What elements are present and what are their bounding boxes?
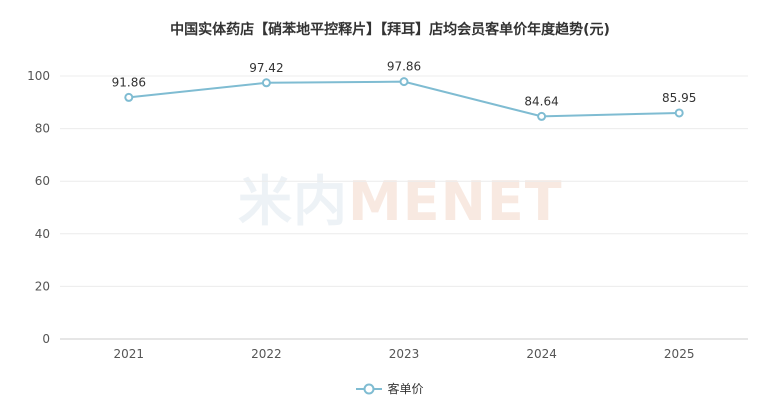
watermark-text-left: 米内	[238, 170, 348, 233]
data-point	[261, 78, 271, 88]
data-label: 91.86	[112, 75, 146, 89]
series-line	[128, 80, 680, 118]
legend[interactable]: 客单价	[0, 380, 780, 397]
x-tick-label: 2024	[526, 347, 557, 361]
x-tick-label: 2022	[251, 347, 282, 361]
x-tick-label: 2021	[114, 347, 145, 361]
legend-label: 客单价	[387, 382, 424, 396]
x-tick-label: 2025	[664, 347, 695, 361]
watermark-text-right: MENET	[348, 170, 563, 233]
y-tick-label: 60	[35, 174, 50, 188]
data-point	[674, 108, 684, 118]
y-tick-label: 0	[42, 332, 50, 346]
data-label: 85.95	[662, 91, 696, 105]
data-point	[537, 111, 547, 121]
data-label: 97.42	[249, 61, 283, 75]
data-label: 84.64	[524, 94, 558, 108]
watermark: 米内MENET	[238, 170, 563, 234]
chart-title: 中国实体药店【硝苯地平控释片】【拜耳】店均会员客单价年度趋势(元)	[170, 22, 610, 38]
legend-line-marker-icon	[356, 383, 383, 394]
y-tick-label: 20	[35, 279, 50, 293]
data-label: 97.86	[387, 60, 421, 74]
x-tick-label: 2023	[389, 347, 420, 361]
data-point	[399, 77, 409, 87]
y-tick-label: 40	[35, 227, 50, 241]
data-point	[124, 92, 134, 102]
y-tick-label: 100	[27, 69, 50, 83]
y-tick-label: 80	[35, 122, 50, 136]
